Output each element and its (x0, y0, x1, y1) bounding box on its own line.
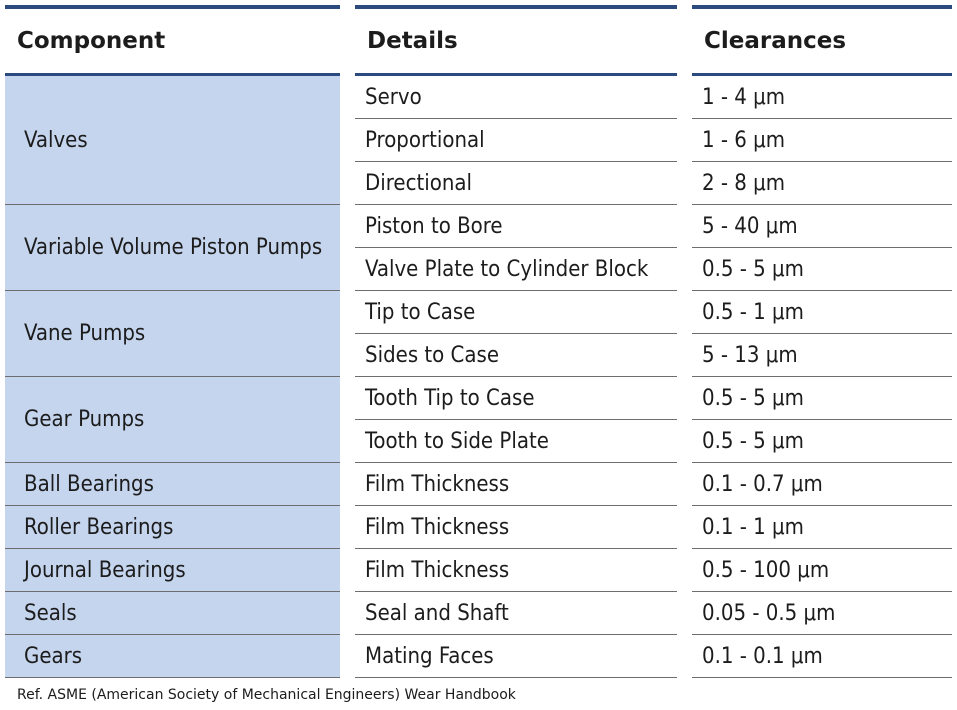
column-gap (340, 119, 355, 162)
table-row: Valve Plate to Cylinder Block 0.5 - 5 μm (5, 248, 952, 291)
column-gap (340, 76, 355, 119)
column-gap (677, 248, 692, 291)
clearance-cell: 0.1 - 1 μm (692, 506, 952, 549)
column-gap (340, 334, 355, 377)
column-gap (340, 377, 355, 420)
table-row: Roller Bearings Film Thickness 0.1 - 1 μm (5, 506, 952, 549)
column-gap (677, 592, 692, 635)
component-cell: Gears (5, 635, 340, 678)
table-row: Journal Bearings Film Thickness 0.5 - 100 … (5, 549, 952, 592)
header-gap (677, 5, 692, 76)
column-gap (340, 291, 355, 334)
detail-cell: Mating Faces (355, 635, 677, 678)
detail-cell: Film Thickness (355, 463, 677, 506)
clearances-table: Component Details Clearances Valves Servo… (5, 5, 952, 678)
table-header-row: Component Details Clearances (5, 5, 952, 76)
table-row: Valves Servo 1 - 4 μm (5, 76, 952, 205)
column-gap (677, 205, 692, 248)
table-row: Variable Volume Piston Pumps Piston to Bo… (5, 205, 952, 291)
column-gap (340, 549, 355, 592)
detail-cell: Tooth Tip to Case (355, 377, 677, 420)
clearance-cell: 0.5 - 1 μm (692, 291, 952, 334)
component-cell: Gear Pumps (5, 377, 340, 463)
table-row: Vane Pumps Tip to Case 0.5 - 1 μm (5, 291, 952, 377)
clearance-cell: 5 - 13 μm (692, 334, 952, 377)
table-row: Directional 2 - 8 μm (5, 162, 952, 205)
detail-cell: Tip to Case (355, 291, 677, 334)
column-gap (677, 334, 692, 377)
table-row: Tooth to Side Plate 0.5 - 5 μm (5, 420, 952, 463)
detail-cell: Valve Plate to Cylinder Block (355, 248, 677, 291)
clearance-cell: 0.5 - 5 μm (692, 377, 952, 420)
column-gap (677, 119, 692, 162)
column-gap (340, 248, 355, 291)
table-row: Sides to Case 5 - 13 μm (5, 334, 952, 377)
table-row: Proportional 1 - 6 μm (5, 119, 952, 162)
component-cell: Vane Pumps (5, 291, 340, 377)
detail-cell: Piston to Bore (355, 205, 677, 248)
clearance-cell: 2 - 8 μm (692, 162, 952, 205)
detail-cell: Film Thickness (355, 506, 677, 549)
table-row: Ball Bearings Film Thickness 0.1 - 0.7 μm (5, 463, 952, 506)
column-gap (340, 205, 355, 248)
detail-cell: Tooth to Side Plate (355, 420, 677, 463)
clearances-table-container: Component Details Clearances Valves Servo… (5, 5, 952, 678)
column-gap (677, 76, 692, 119)
detail-cell: Sides to Case (355, 334, 677, 377)
column-gap (340, 635, 355, 678)
column-gap (340, 420, 355, 463)
header-details: Details (355, 5, 677, 76)
clearance-cell: 0.5 - 5 μm (692, 420, 952, 463)
table-row: Gear Pumps Tooth Tip to Case 0.5 - 5 μm (5, 377, 952, 463)
column-gap (677, 377, 692, 420)
column-gap (677, 549, 692, 592)
detail-cell: Film Thickness (355, 549, 677, 592)
column-gap (340, 592, 355, 635)
header-gap (340, 5, 355, 76)
component-cell: Variable Volume Piston Pumps (5, 205, 340, 291)
column-gap (340, 463, 355, 506)
clearance-cell: 0.5 - 5 μm (692, 248, 952, 291)
clearance-cell: 0.05 - 0.5 μm (692, 592, 952, 635)
column-gap (340, 506, 355, 549)
clearance-cell: 0.1 - 0.7 μm (692, 463, 952, 506)
header-clearances: Clearances (692, 5, 952, 76)
table-row: Seals Seal and Shaft 0.05 - 0.5 μm (5, 592, 952, 635)
clearance-cell: 1 - 4 μm (692, 76, 952, 119)
column-gap (677, 420, 692, 463)
column-gap (677, 463, 692, 506)
detail-cell: Directional (355, 162, 677, 205)
clearance-cell: 0.1 - 0.1 μm (692, 635, 952, 678)
column-gap (677, 506, 692, 549)
component-cell: Roller Bearings (5, 506, 340, 549)
clearance-cell: 5 - 40 μm (692, 205, 952, 248)
component-cell: Ball Bearings (5, 463, 340, 506)
column-gap (677, 162, 692, 205)
clearance-cell: 0.5 - 100 μm (692, 549, 952, 592)
header-component: Component (5, 5, 340, 76)
detail-cell: Servo (355, 76, 677, 119)
detail-cell: Proportional (355, 119, 677, 162)
reference-footnote: Ref. ASME (American Society of Mechanica… (17, 687, 516, 703)
table-row: Gears Mating Faces 0.1 - 0.1 μm (5, 635, 952, 678)
column-gap (677, 291, 692, 334)
table-body: Valves Servo 1 - 4 μm Proportional 1 - 6 μm D… (5, 76, 952, 678)
detail-cell: Seal and Shaft (355, 592, 677, 635)
column-gap (340, 162, 355, 205)
component-cell: Valves (5, 76, 340, 205)
clearance-cell: 1 - 6 μm (692, 119, 952, 162)
column-gap (677, 635, 692, 678)
component-cell: Seals (5, 592, 340, 635)
component-cell: Journal Bearings (5, 549, 340, 592)
